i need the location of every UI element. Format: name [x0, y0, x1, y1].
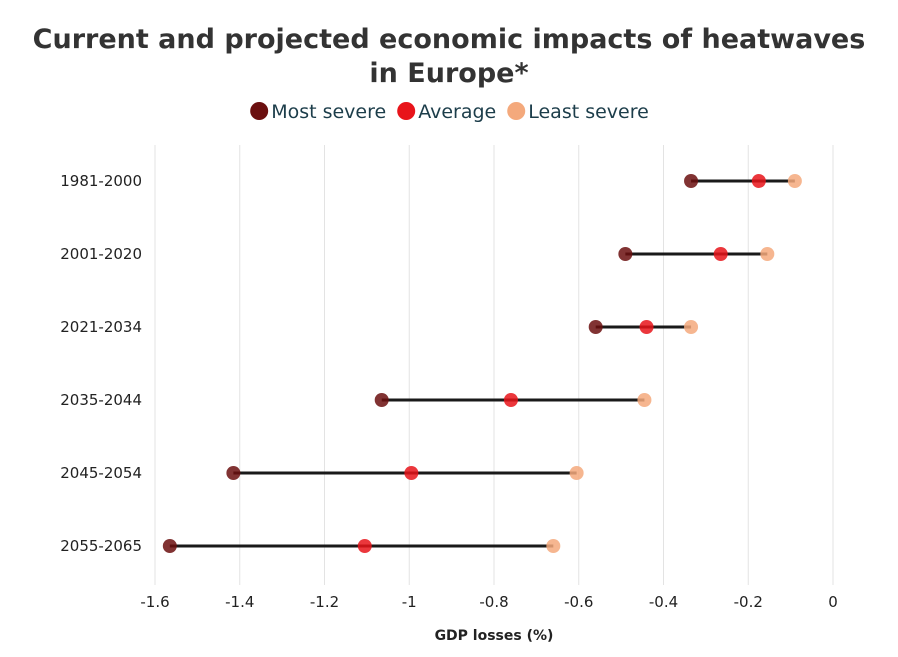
x-tick-label: -0.8	[479, 593, 508, 611]
grid	[154, 145, 834, 585]
x-tick-label: -0.2	[734, 593, 763, 611]
data-point-average[interactable]	[751, 174, 766, 188]
x-tick-label: -1.6	[140, 593, 169, 611]
x-axis-title: GDP losses (%)	[435, 628, 554, 644]
y-tick-label: 2055-2065	[60, 537, 142, 555]
data-point-least-severe[interactable]	[546, 539, 561, 553]
legend-marker	[397, 102, 416, 120]
x-tick-label: -1.4	[225, 593, 254, 611]
x-tick-label: -0.4	[649, 593, 678, 611]
data-point-average[interactable]	[713, 247, 728, 261]
data-point-least-severe[interactable]	[569, 466, 584, 480]
data-point-most-severe[interactable]	[374, 393, 389, 407]
x-tick-label: -0.6	[564, 593, 593, 611]
data-point-most-severe[interactable]	[226, 466, 241, 480]
legend-label: Most severe	[271, 101, 386, 123]
plot-area	[162, 174, 802, 553]
x-tick-label: 0	[828, 593, 838, 611]
legend-label: Least severe	[528, 101, 649, 123]
legend-label: Average	[418, 101, 496, 123]
data-point-least-severe[interactable]	[684, 320, 699, 334]
chart-title-line-2: in Europe*	[369, 58, 528, 89]
data-point-average[interactable]	[404, 466, 419, 480]
y-tick-label: 1981-2000	[60, 172, 142, 190]
y-tick-label: 2021-2034	[60, 318, 142, 336]
data-point-least-severe[interactable]	[760, 247, 775, 261]
data-point-average[interactable]	[357, 539, 372, 553]
legend-item[interactable]: Average	[397, 101, 496, 123]
data-point-average[interactable]	[639, 320, 654, 334]
legend: Most severe Average Least severe	[250, 101, 649, 123]
y-tick-label: 2045-2054	[60, 464, 142, 482]
data-point-least-severe[interactable]	[787, 174, 802, 188]
x-tick-label: -1.2	[310, 593, 339, 611]
data-point-least-severe[interactable]	[637, 393, 652, 407]
y-tick-label: 2001-2020	[60, 245, 142, 263]
data-point-most-severe[interactable]	[684, 174, 699, 188]
data-point-average[interactable]	[503, 393, 518, 407]
x-axis-labels: -1.6 -1.4 -1.2 -1 -0.8 -0.6 -0.4 -0.2 0	[140, 593, 837, 611]
y-tick-label: 2035-2044	[60, 391, 142, 409]
legend-marker	[507, 102, 526, 120]
data-point-most-severe[interactable]	[588, 320, 603, 334]
data-point-most-severe[interactable]	[618, 247, 633, 261]
legend-marker	[250, 102, 269, 120]
chart-title-line-1: Current and projected economic impacts o…	[33, 24, 866, 55]
x-tick-label: -1	[402, 593, 417, 611]
legend-item[interactable]: Least severe	[507, 101, 649, 123]
data-point-most-severe[interactable]	[162, 539, 177, 553]
legend-item[interactable]: Most severe	[250, 101, 386, 123]
y-axis-labels: 1981-2000 2001-2020 2021-2034 2035-2044 2045…	[60, 172, 142, 555]
